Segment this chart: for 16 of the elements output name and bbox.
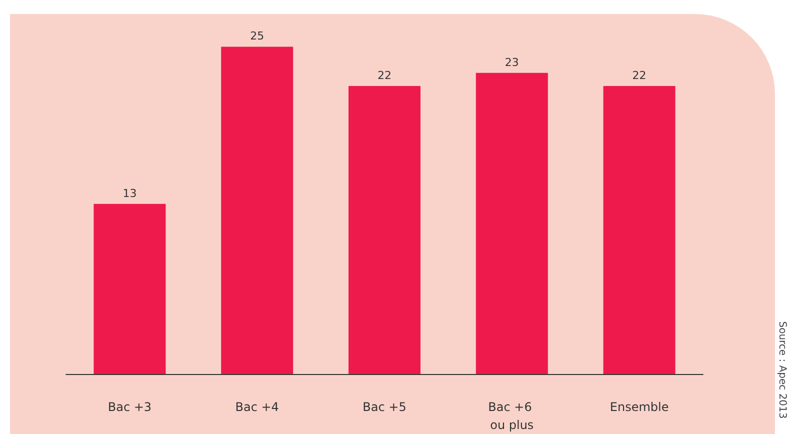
x-tick-label: Ensemble [610, 400, 669, 414]
x-tick-label: Bac +5 [362, 400, 406, 414]
source-note: Source : Apec 2013 [776, 321, 788, 419]
data-label: 13 [122, 186, 137, 200]
x-tick-label: Bac +3 [108, 400, 152, 414]
data-label: 22 [632, 69, 646, 82]
x-tick-label: Bac +4 [235, 400, 279, 414]
bar [603, 86, 676, 374]
bar [221, 46, 294, 374]
data-label: 23 [504, 56, 519, 69]
x-tick-label: Bac +6 ou plus [488, 400, 536, 432]
bar [348, 86, 420, 374]
data-label: 25 [250, 30, 264, 43]
bar [476, 72, 548, 374]
data-label: 22 [378, 69, 392, 82]
bar [94, 204, 166, 374]
